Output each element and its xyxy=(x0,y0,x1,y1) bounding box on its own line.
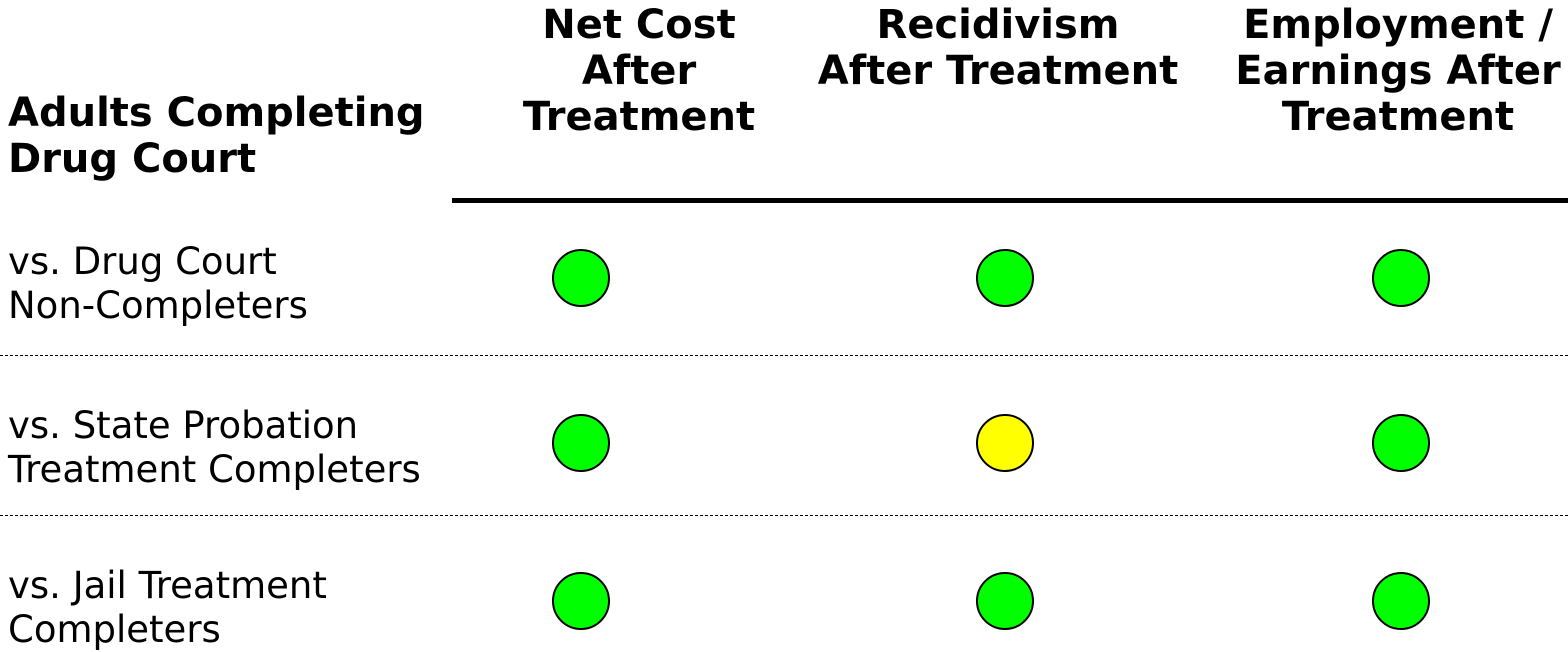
row-label-line: vs. State Probation xyxy=(8,404,359,447)
green-rating-dot xyxy=(552,249,610,307)
green-rating-dot xyxy=(1372,572,1430,630)
column-heading-recidivism: Recidivism After Treatment xyxy=(788,2,1208,94)
row-divider xyxy=(0,355,1568,356)
column-heading-line: After xyxy=(581,48,697,94)
header-rule xyxy=(452,198,1568,203)
row-label-line: vs. Jail Treatment xyxy=(8,564,327,607)
row-label-line: Non-Completers xyxy=(8,284,308,327)
column-heading-line: Treatment xyxy=(1281,94,1515,140)
row-label-line: Treatment Completers xyxy=(8,448,421,491)
column-heading-line: Treatment xyxy=(522,94,756,140)
column-heading-line: Earnings After xyxy=(1235,48,1561,94)
column-heading-net-cost: Net Cost After Treatment xyxy=(429,2,849,140)
green-rating-dot xyxy=(552,414,610,472)
row-label-line: vs. Drug Court xyxy=(8,240,277,283)
yellow-rating-dot xyxy=(976,414,1034,472)
corner-heading: Adults Completing Drug Court xyxy=(8,90,448,182)
column-heading-line: Recidivism xyxy=(876,2,1120,48)
row-divider xyxy=(0,515,1568,516)
column-heading-line: After Treatment xyxy=(817,48,1179,94)
row-label-jail-treatment: vs. Jail Treatment Completers xyxy=(8,564,448,652)
green-rating-dot xyxy=(976,249,1034,307)
green-rating-dot xyxy=(976,572,1034,630)
green-rating-dot xyxy=(1372,414,1430,472)
green-rating-dot xyxy=(552,572,610,630)
column-heading-line: Employment / xyxy=(1243,2,1553,48)
green-rating-dot xyxy=(1372,249,1430,307)
corner-heading-line: Adults Completing xyxy=(8,90,425,136)
column-heading-employment: Employment / Earnings After Treatment xyxy=(1188,2,1568,140)
row-label-state-probation: vs. State Probation Treatment Completers xyxy=(8,404,448,492)
column-heading-line: Net Cost xyxy=(542,2,736,48)
corner-heading-line: Drug Court xyxy=(8,136,257,182)
row-label-line: Completers xyxy=(8,608,221,651)
row-label-drug-court-non-completers: vs. Drug Court Non-Completers xyxy=(8,240,448,328)
